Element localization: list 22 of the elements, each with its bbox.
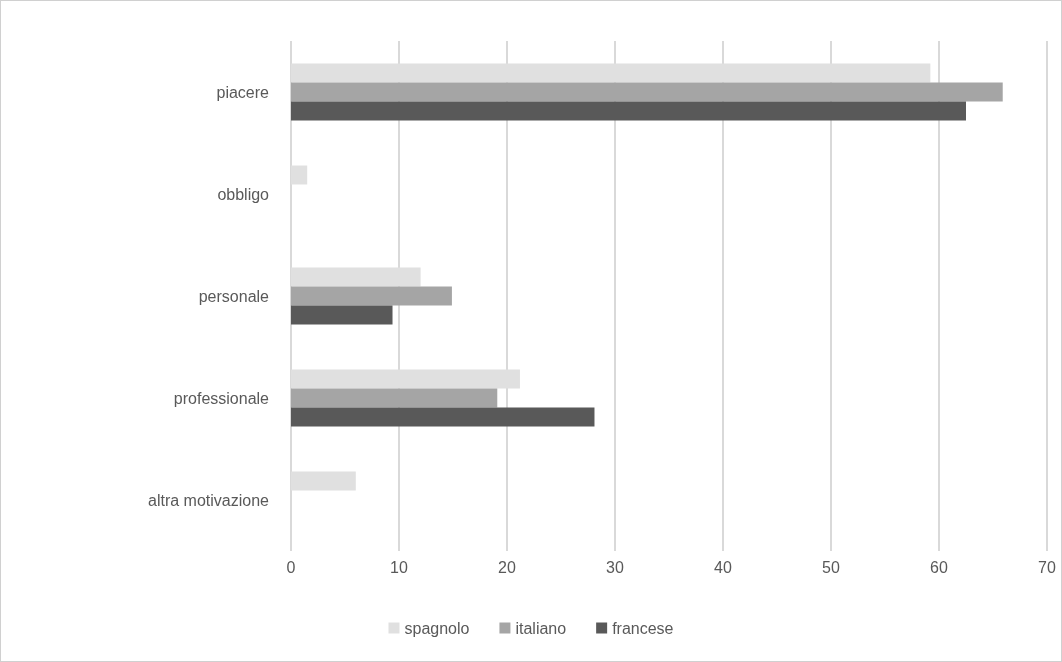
y-tick-label: obbligo xyxy=(217,185,270,203)
legend-label: francese xyxy=(612,619,674,637)
bar xyxy=(291,305,393,325)
bar xyxy=(291,101,966,121)
x-tick-label: 60 xyxy=(930,558,948,576)
x-tick-label: 0 xyxy=(286,558,296,576)
x-tick-label: 10 xyxy=(390,558,408,576)
x-tick-label: 70 xyxy=(1038,558,1056,576)
bar xyxy=(291,388,498,408)
bar xyxy=(291,407,595,427)
x-tick-label: 20 xyxy=(498,558,516,576)
y-tick-label: professionale xyxy=(173,389,270,407)
legend-label: spagnolo xyxy=(404,619,470,637)
y-tick-label: piacere xyxy=(216,83,270,101)
bar xyxy=(291,82,1003,102)
y-tick-label: altra motivazione xyxy=(148,491,270,509)
y-tick-label: personale xyxy=(198,287,270,305)
x-tick-label: 30 xyxy=(606,558,624,576)
bar xyxy=(291,286,452,306)
x-tick-label: 50 xyxy=(822,558,840,576)
x-tick-label: 40 xyxy=(714,558,732,576)
legend-label: italiano xyxy=(515,619,567,637)
